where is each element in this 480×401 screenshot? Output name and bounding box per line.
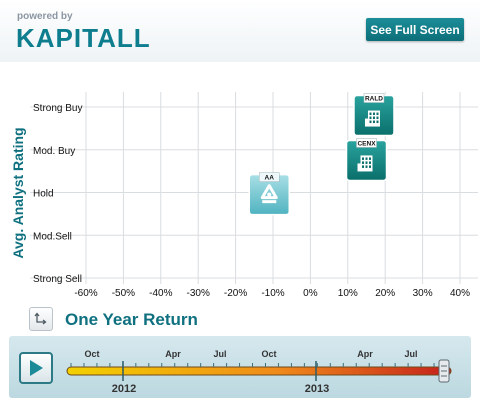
building-icon [357,155,373,172]
x-tick-label: -50% [112,288,135,299]
building-window [369,165,371,168]
kapitall-logo: KAPITALL [16,23,151,53]
month-label: Jul [213,349,226,359]
month-label: Apr [165,349,181,359]
x-tick-label: -10% [261,288,284,299]
building-window [362,157,364,160]
building-icon [364,110,380,127]
building-window [365,157,368,160]
data-point-cenx: CENX [345,138,388,182]
x-tick-label: 30% [413,288,433,299]
x-tick-label: 0% [303,288,318,299]
y-tick-label: Strong Buy [33,103,82,114]
recycle-dot [267,192,272,197]
timeline-slider[interactable]: Oct Apr Jul Oct Apr Jul 2012 2013 [9,336,471,398]
timeline-handle[interactable] [438,359,450,383]
y-tick-label: Mod.Sell [33,231,72,242]
header: powered by KAPITALL See Full Screen [0,0,480,62]
building-wing [364,118,369,127]
building-window [376,116,379,120]
x-tick-label: 20% [375,288,395,299]
swap-icon [34,312,47,325]
timeline-panel: Oct Apr Jul Oct Apr Jul 2012 2013 [9,336,471,398]
x-tick-label: 10% [338,288,358,299]
scatter-chart: Strong Sell Mod.Sell Hold Mod. Buy Strong Bu… [10,92,478,299]
building-window [372,120,375,124]
x-tick-label: 40% [450,288,470,299]
recycle-icon [260,184,278,204]
y-axis-title: Avg. Analyst Rating [10,127,26,258]
building-window [365,161,368,164]
recycle-triangle [260,184,278,200]
building-window [376,120,379,124]
month-label: Oct [261,349,276,359]
ticker-tag [259,172,280,182]
play-icon [30,360,43,376]
ticker-label: AA [265,175,275,182]
ticker-tag [363,93,385,103]
x-tick-label: -60% [74,288,97,299]
building-wing [357,163,362,172]
x-tick-label: -20% [224,288,247,299]
ticker-label: RALD [365,96,383,103]
ticker-label: CENX [357,140,376,147]
see-full-screen-button[interactable]: See Full Screen [366,18,464,41]
x-axis-title: One Year Return [65,310,198,329]
data-point-aa: AA [248,172,291,216]
play-button[interactable] [19,352,53,384]
building-window [372,112,375,116]
y-tick-label: Hold [33,189,54,200]
x-tick-label: -30% [187,288,210,299]
powered-by-text: powered by [17,11,73,22]
swap-axes-button[interactable] [29,307,53,331]
building-window [369,116,372,120]
month-label: Oct [84,349,99,359]
month-label: Jul [404,349,417,359]
timeline-track [66,366,452,376]
x-tick-label: -40% [149,288,172,299]
year-label: 2013 [305,383,329,395]
building-window [362,165,364,168]
building-window [369,120,372,124]
x-axis-row: One Year Return [0,305,480,333]
building-window [372,116,375,120]
building-window [369,157,371,160]
ticker-tag [356,138,377,148]
building-window [362,161,364,164]
building-window [376,112,379,116]
y-tick-label: Mod. Buy [33,146,75,157]
y-tick-label: Strong Sell [33,274,82,285]
data-point-rald: RALD [353,93,395,137]
building-window [365,165,368,168]
building-window [369,161,371,164]
month-label: Apr [357,349,373,359]
building-window [369,112,372,116]
year-label: 2012 [112,383,136,395]
